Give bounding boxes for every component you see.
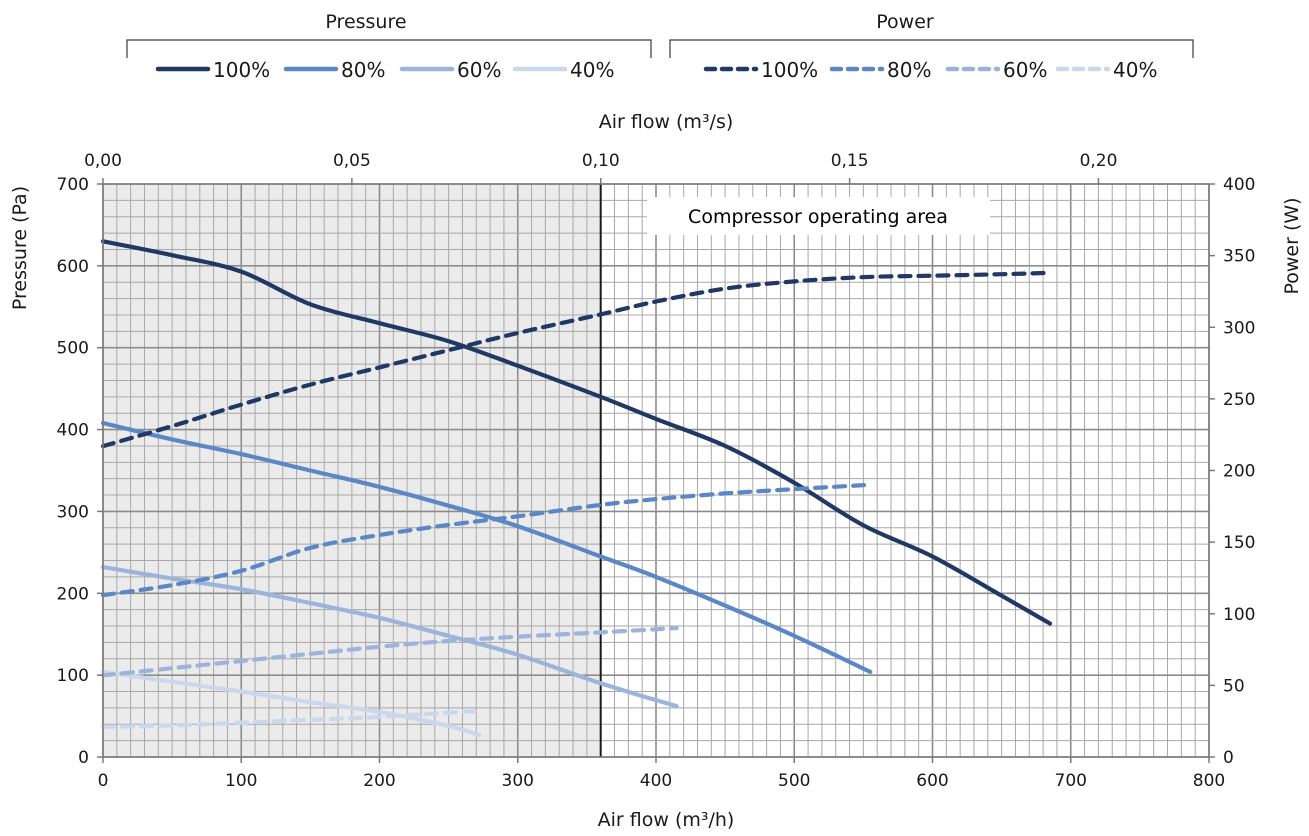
x-tick-label-bottom: 100 — [225, 771, 257, 791]
x-tick-label-bottom: 200 — [363, 771, 395, 791]
legend-label-60pct: 60% — [457, 58, 501, 82]
x-tick-label-top: 0,15 — [831, 151, 869, 171]
annotation-layer: Compressor operating area — [647, 197, 990, 235]
y-tick-label-left: 700 — [57, 175, 89, 195]
legend-label-40pct: 40% — [570, 58, 614, 82]
y-axis-title-left: Pressure (Pa) — [9, 186, 31, 310]
annotation-background — [647, 197, 990, 235]
y-tick-label-right: 200 — [1223, 462, 1255, 482]
legend-group-title: Pressure — [325, 11, 406, 33]
grid — [102, 183, 1210, 758]
x-tick-label-top: 0,00 — [84, 151, 122, 171]
x-tick-label-bottom: 500 — [778, 771, 810, 791]
y-tick-label-right: 100 — [1223, 605, 1255, 625]
pressure-series-80pct — [100, 420, 873, 674]
y-tick-label-right: 50 — [1223, 676, 1245, 696]
pressure-series-40pct — [100, 669, 482, 737]
series-lines — [100, 239, 1053, 737]
y-tick-label-right: 150 — [1223, 533, 1255, 553]
y-tick-label-left: 400 — [57, 421, 89, 441]
y-tick-label-right: 250 — [1223, 390, 1255, 410]
legend-label-40pct: 40% — [1113, 58, 1157, 82]
x-tick-label-bottom: 700 — [1055, 771, 1087, 791]
y-tick-label-right: 350 — [1223, 247, 1255, 267]
legend-label-100pct: 100% — [761, 58, 818, 82]
x-tick-label-bottom: 300 — [502, 771, 534, 791]
x-tick-label-bottom: 400 — [640, 771, 672, 791]
y-tick-label-left: 600 — [57, 257, 89, 277]
x-tick-label-bottom: 800 — [1193, 771, 1225, 791]
x-axis-title-bottom: Air flow (m³/h) — [598, 809, 735, 831]
x-tick-label-top: 0,10 — [582, 151, 620, 171]
legend-group-power: Power 100% 80% 60% 40% — [669, 11, 1194, 82]
power-series-100pct — [100, 270, 1053, 449]
pressure-series-60pct — [100, 565, 679, 709]
x-tick-label-top: 0,20 — [1080, 151, 1118, 171]
power-series-80pct — [100, 482, 873, 598]
legend-group-title: Power — [876, 11, 934, 33]
legend-group-bracket — [669, 39, 1194, 58]
x-tick-label-bottom: 0 — [98, 771, 109, 791]
x-tick-label-bottom: 600 — [916, 771, 948, 791]
power-series-40pct — [100, 709, 482, 729]
annotation-text: Compressor operating area — [688, 206, 948, 228]
y-tick-label-left: 200 — [57, 584, 89, 604]
y-tick-label-left: 100 — [57, 666, 89, 686]
legend: Pressure 100% 80% 60% 40% Power 100% 80% 60% 40% — [126, 11, 1194, 82]
y-tick-label-left: 300 — [57, 502, 89, 522]
y-tick-label-right: 400 — [1223, 175, 1255, 195]
y-tick-label-right: 300 — [1223, 318, 1255, 338]
y-tick-label-left: 0 — [78, 748, 89, 768]
legend-label-80pct: 80% — [341, 58, 385, 82]
power-series-60pct — [100, 626, 679, 678]
pressure-series-100pct — [100, 239, 1053, 626]
legend-label-100pct: 100% — [213, 58, 270, 82]
legend-group-pressure: Pressure 100% 80% 60% 40% — [126, 11, 652, 82]
legend-label-80pct: 80% — [887, 58, 931, 82]
legend-label-60pct: 60% — [1003, 58, 1047, 82]
legend-group-bracket — [126, 39, 652, 58]
x-tick-label-top: 0,05 — [333, 151, 371, 171]
y-tick-label-left: 500 — [57, 339, 89, 359]
y-axis-title-right: Power (W) — [1281, 197, 1303, 294]
y-tick-label-right: 0 — [1223, 748, 1234, 768]
x-axis-title-top: Air flow (m³/s) — [599, 111, 734, 133]
